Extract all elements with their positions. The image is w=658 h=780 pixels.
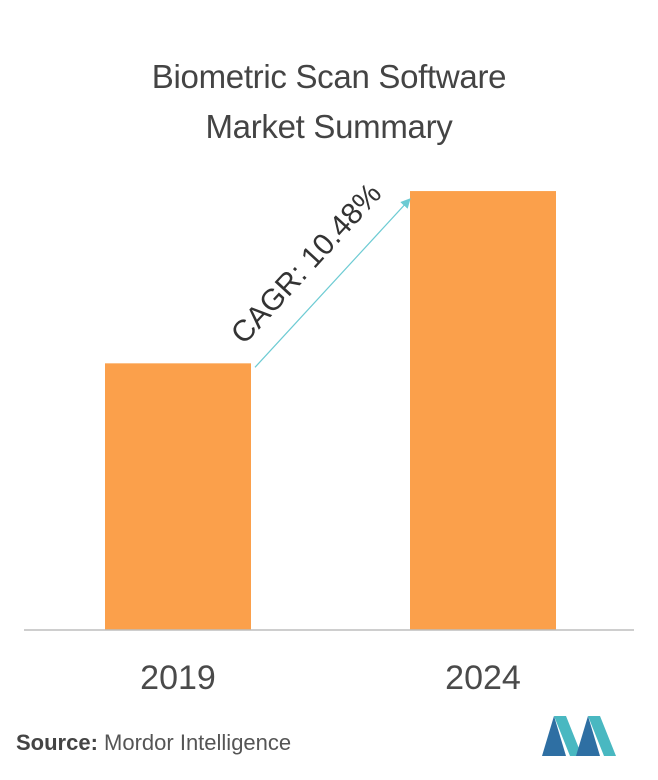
source-label: Source: [16, 730, 98, 755]
bar-2024 [410, 191, 556, 631]
chart-title-line-2: Market Summary [205, 108, 453, 145]
cagr-arrow [254, 198, 411, 368]
source-note: Source: Mordor Intelligence [16, 730, 291, 756]
mordor-intelligence-logo-icon [542, 716, 616, 756]
x-tick-label-2024: 2024 [445, 659, 521, 697]
chart-title: Biometric Scan Software Market Summary [0, 52, 658, 152]
cagr-annotation: CAGR: 10.48% [225, 177, 388, 350]
x-tick-label-2019: 2019 [140, 659, 216, 697]
bar-2019 [105, 363, 251, 630]
chart-title-line-1: Biometric Scan Software [151, 58, 507, 95]
source-text: Mordor Intelligence [97, 730, 292, 755]
